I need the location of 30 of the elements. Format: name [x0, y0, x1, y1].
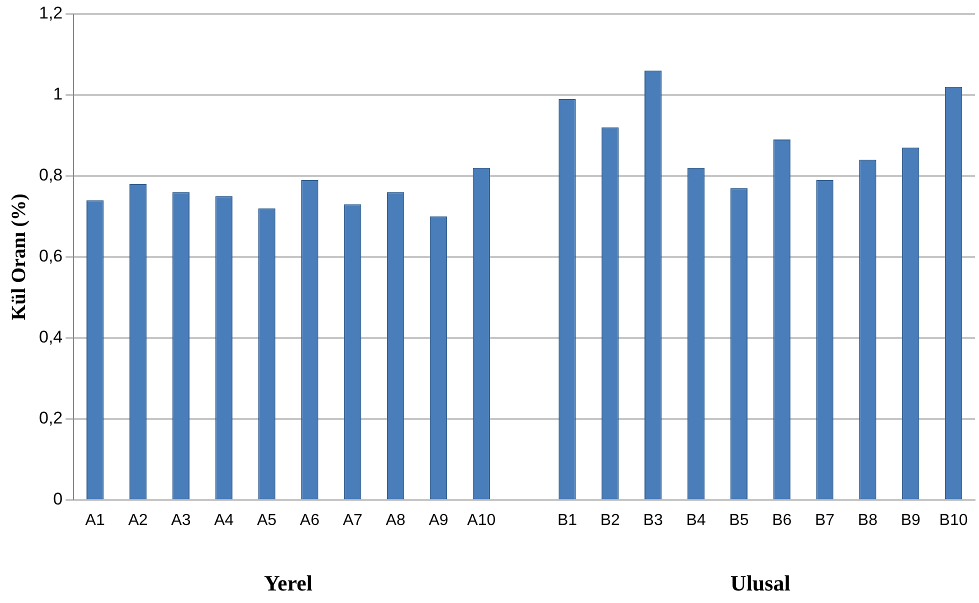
- y-axis-title: Kül Oranı (%): [8, 194, 30, 320]
- y-tick-label: 0,8: [38, 166, 63, 185]
- x-tick-label: B9: [900, 512, 920, 529]
- x-tick-label: A9: [428, 512, 448, 529]
- y-tick-label: 0: [53, 489, 63, 508]
- x-tick-label: A8: [386, 512, 406, 529]
- x-tick-label: B4: [686, 512, 706, 529]
- x-tick-label: B7: [814, 512, 835, 529]
- x-tick-label: A10: [467, 512, 496, 529]
- text: Ulusal: [730, 570, 790, 596]
- x-tick-label: B6: [772, 512, 792, 529]
- x-tick-label: A7: [342, 512, 363, 529]
- x-tick-label: B5: [729, 512, 749, 529]
- x-tick-label: A4: [214, 512, 234, 529]
- x-tick-label: B10: [939, 512, 968, 529]
- x-tick-label: A5: [256, 512, 277, 529]
- x-tick-label: A3: [171, 512, 191, 529]
- x-tick-label: A2: [128, 512, 148, 529]
- x-tick-label: B8: [858, 512, 878, 529]
- y-tick-label: 0,2: [38, 408, 63, 428]
- x-tick-label: A6: [300, 512, 320, 529]
- x-tick-label: B2: [600, 512, 620, 529]
- x-tick-label: B1: [557, 512, 578, 529]
- x-tick-label: A1: [85, 512, 105, 529]
- y-tick-label: 1: [53, 84, 63, 104]
- y-tick-label: 0,6: [38, 246, 63, 266]
- text: Yerel: [264, 570, 312, 596]
- y-tick-label: 0,4: [38, 328, 63, 347]
- y-tick-label: 1,2: [38, 4, 63, 23]
- x-tick-label: B3: [643, 512, 663, 529]
